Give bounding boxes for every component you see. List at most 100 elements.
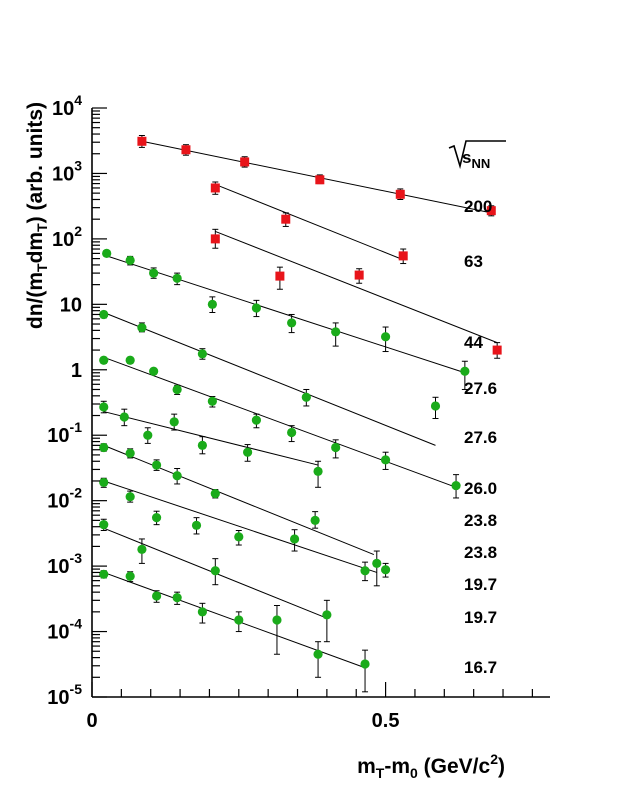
fit-line [103,411,319,466]
data-point-circle [430,401,441,411]
series-9-19.7 [99,518,332,643]
energy-label: 23.8 [464,543,497,562]
y-tick-label: 10-3 [47,550,82,578]
y-tick-label: 10-2 [47,485,82,513]
energy-label: 27.6 [464,379,497,398]
data-point-circle [99,520,109,530]
data-point-circle [197,607,207,617]
data-point-circle [99,402,109,412]
energy-label: 200 [464,197,492,216]
energy-label: 27.6 [464,428,497,447]
y-tick-label: 10-4 [47,616,82,644]
legend-title: sNN [448,140,506,171]
fit-line [103,444,375,556]
energy-label: 44 [464,333,483,352]
data-point-circle [380,565,391,575]
axes [91,107,550,698]
data-point-square [395,189,405,199]
data-point-square [181,145,191,155]
labels: mT-m0 (GeV/c2) dn/(mTdmT) (arb. units) s… [24,92,506,781]
x-axis-title: mT-m0 (GeV/c2) [357,751,505,781]
data-point-circle [322,610,332,620]
data-point-circle [287,427,297,438]
data-point-circle [149,366,159,376]
data-point-circle [210,566,220,576]
data-point-circle [289,534,300,544]
data-point-circle [119,412,129,422]
data-point-circle [125,492,135,502]
data-point-circle [151,460,162,470]
data-point-square [281,214,291,224]
data-point-circle [360,566,370,576]
data-point-circle [451,480,461,491]
data-point-circle [251,303,262,313]
data-point-circle [191,520,202,530]
data-point-square [315,175,325,185]
data-point-square [486,206,496,216]
y-tick-label: 103 [52,157,82,185]
svg-text:sNN: sNN [462,148,490,171]
series-4-27.6 [99,309,436,446]
data-point-circle [251,415,262,425]
data-point-circle [287,318,297,328]
data-point-circle [125,571,135,581]
data-point-circle [151,591,162,601]
data-point-circle [137,544,147,555]
data-point-circle [151,513,162,523]
data-point-circle [372,558,382,569]
fit-line [106,255,466,374]
data-point-circle [99,355,109,365]
series-7-23.8 [99,442,391,578]
data-point-circle [197,349,207,359]
data-point-circle [149,268,159,278]
data-point-circle [99,477,109,488]
data-point-circle [197,440,207,450]
fit-line [103,356,457,488]
data-point-square [398,251,408,261]
fit-line [215,183,404,261]
data-point-circle [169,417,179,427]
series-6-23.8 [99,400,323,488]
y-tick-label: 10-1 [47,419,82,447]
data-point-circle [331,442,341,453]
energy-label: 26.0 [464,479,497,498]
energy-label: 16.7 [464,658,497,677]
y-tick-label: 10-5 [47,681,82,709]
data-point-circle [125,448,135,458]
data-point-circle [310,515,320,525]
series-10-16.7 [99,569,370,693]
series-1-63 [210,181,408,265]
data-point-square [240,157,250,167]
data-point-square [137,136,147,146]
y-tick-label: 1 [71,360,82,382]
x-tick-label: 0 [86,710,97,732]
data-point-circle [210,489,220,499]
data-point-circle [207,396,217,406]
y-tick-label: 10 [60,294,82,316]
fit-line [215,230,498,344]
y-axis-title: dn/(mTdmT) (arb. units) [24,102,50,329]
series-3-27.6 [102,248,470,420]
data-point-circle [234,532,244,542]
data-point-circle [125,355,135,365]
y-tick-label: 104 [52,92,82,120]
fit-line [103,480,377,573]
series-8-19.7 [99,477,382,587]
data-point-square [354,270,364,280]
data-point-circle [360,659,370,669]
series-0-200 [137,135,496,217]
data-point-circle [234,615,244,625]
data-point-square [275,271,285,281]
data-point-circle [99,569,109,579]
y-tick-label: 102 [52,223,82,251]
data-point-circle [99,442,109,453]
data-point-circle [460,366,470,376]
data-point-square [492,345,502,355]
energy-label: 23.8 [464,511,497,530]
data-point-circle [172,384,182,395]
data-point-circle [99,309,109,320]
series-2-44 [210,228,502,359]
data-point-circle [137,323,147,333]
data-point-circle [331,327,341,337]
data-point-circle [272,615,282,625]
